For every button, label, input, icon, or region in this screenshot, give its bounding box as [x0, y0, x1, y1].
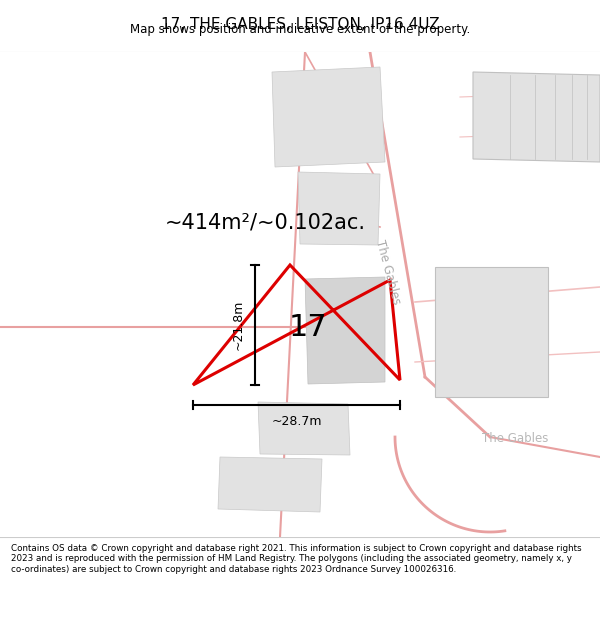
Text: ~28.7m: ~28.7m [271, 415, 322, 428]
Text: The Gables: The Gables [373, 238, 403, 306]
Text: Contains OS data © Crown copyright and database right 2021. This information is : Contains OS data © Crown copyright and d… [11, 544, 581, 574]
Text: 17, THE GABLES, LEISTON, IP16 4UZ: 17, THE GABLES, LEISTON, IP16 4UZ [161, 17, 439, 32]
Text: Map shows position and indicative extent of the property.: Map shows position and indicative extent… [130, 23, 470, 36]
Text: 17: 17 [289, 313, 328, 342]
Polygon shape [272, 67, 385, 167]
Polygon shape [218, 457, 322, 512]
Polygon shape [435, 267, 548, 397]
Text: ~21.8m: ~21.8m [232, 300, 245, 350]
Text: ~414m²/~0.102ac.: ~414m²/~0.102ac. [164, 212, 365, 232]
Text: The Gables: The Gables [482, 432, 548, 446]
Polygon shape [298, 172, 380, 245]
Polygon shape [473, 72, 600, 162]
Polygon shape [258, 402, 350, 455]
Polygon shape [305, 277, 385, 384]
